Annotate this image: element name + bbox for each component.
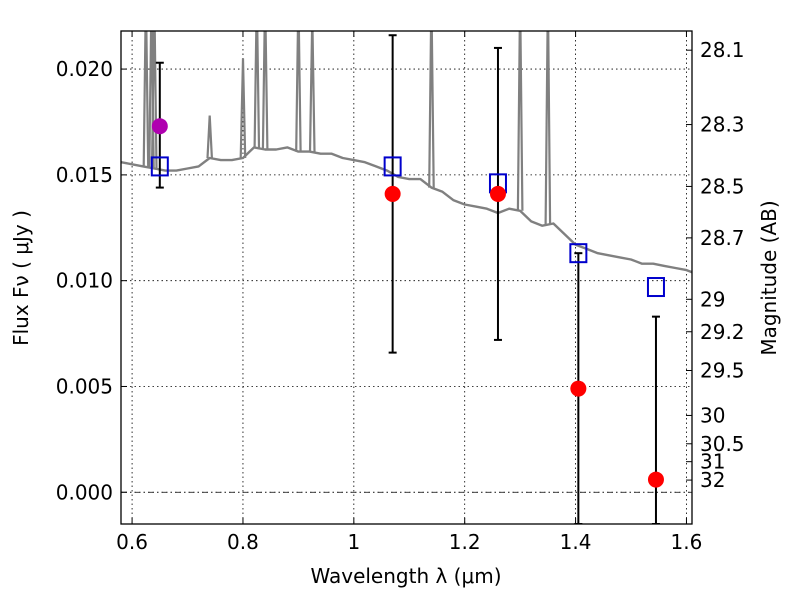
magnitude-axis-title: Magnitude (AB) — [757, 200, 781, 355]
plot-area — [121, 31, 692, 524]
emission-line-spike — [253, 31, 261, 148]
spectrum-line — [121, 146, 692, 274]
observed-flux-point — [384, 185, 401, 202]
model-photometry-square — [150, 156, 169, 177]
emission-line-spike — [295, 31, 302, 152]
magnitude-tick-label: 32 — [700, 468, 725, 492]
x-tick-label: 1 — [347, 530, 360, 554]
emission-line-spike — [428, 31, 435, 188]
model-photometry-square — [646, 277, 665, 298]
magnitude-tick-label: 28.3 — [700, 113, 745, 137]
emission-line-spike — [261, 31, 269, 150]
model-photometry-square — [383, 156, 402, 177]
magnitude-tick-label: 30.5 — [700, 432, 745, 456]
observed-points — [151, 118, 664, 488]
model-photometry-square — [569, 243, 588, 264]
x-tick-label: 1.4 — [560, 530, 592, 554]
observed-flux-point — [151, 118, 168, 135]
magnitude-tick-label: 29.5 — [700, 359, 745, 383]
observed-flux-point — [647, 471, 664, 488]
y-tick-label: 0.000 — [56, 480, 113, 504]
observed-flux-point — [489, 185, 506, 202]
grid — [121, 31, 692, 524]
observed-flux-point — [570, 380, 587, 397]
x-tick-label: 0.6 — [116, 530, 148, 554]
x-tick-label: 0.8 — [227, 530, 259, 554]
magnitude-tick-label: 31 — [700, 450, 725, 474]
emission-line-spike — [516, 31, 524, 211]
emission-line-spike — [308, 31, 316, 153]
magnitude-tick-label: 29.2 — [700, 320, 745, 344]
y-tick-label: 0.015 — [56, 163, 113, 187]
magnitude-tick-label: 30 — [700, 403, 725, 427]
y-tick-label: 0.005 — [56, 374, 113, 398]
model-squares — [150, 156, 665, 298]
y-tick-label: 0.020 — [56, 57, 113, 81]
magnitude-tick-label: 29 — [700, 287, 725, 311]
emission-line-spike — [142, 31, 150, 167]
emission-line-spike — [150, 31, 158, 169]
y-tick-label: 0.010 — [56, 269, 113, 293]
magnitude-tick-label: 28.7 — [700, 226, 745, 250]
emission-line-spike — [239, 58, 247, 159]
x-tick-label: 1.2 — [449, 530, 481, 554]
y-axis-title: Flux Fν ( μJy ) — [9, 210, 33, 346]
y-axis: 0.000 0.005 0.010 0.015 0.020 — [56, 57, 127, 504]
x-axis-title: Wavelength λ (μm) — [310, 564, 501, 588]
magnitude-tick-label: 28.5 — [700, 174, 745, 198]
x-axis: 0.6 0.8 1 1.2 1.4 1.6 — [116, 31, 702, 554]
plot-frame — [120, 30, 693, 525]
emission-line-spike — [206, 115, 213, 159]
plot-background — [121, 31, 692, 524]
spectrum — [121, 31, 692, 274]
magnitude-tick-label: 28.1 — [700, 38, 745, 62]
emission-line-spike — [544, 31, 552, 225]
x-tick-label: 1.6 — [671, 530, 703, 554]
